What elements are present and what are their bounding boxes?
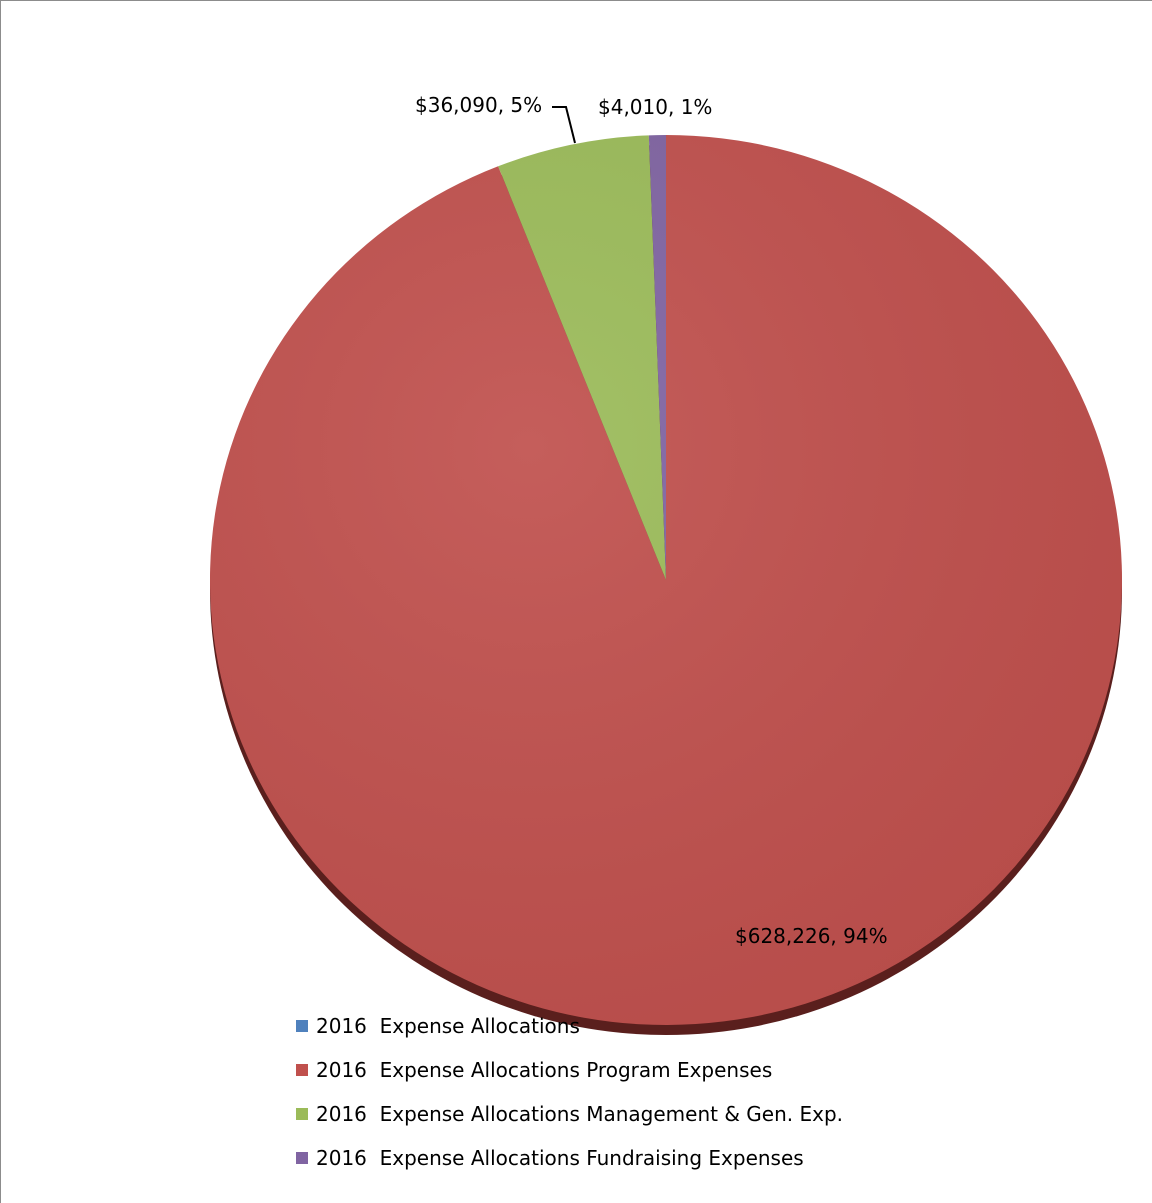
legend-swatch-red [296, 1064, 308, 1076]
legend-label: 2016 Expense Allocations [316, 1014, 580, 1038]
legend-label: 2016 Expense Allocations Program Expense… [316, 1058, 773, 1082]
pie-data-labels: $628,226, 94% $36,090, 5% $4,010, 1% [415, 93, 888, 948]
legend-label: 2016 Expense Allocations Management & Ge… [316, 1102, 843, 1126]
legend-swatch-blue [296, 1020, 308, 1032]
pie-slices [209, 135, 1122, 1025]
data-label-program: $628,226, 94% [735, 924, 888, 948]
legend-item-fundraising-expenses: 2016 Expense Allocations Fundraising Exp… [296, 1146, 843, 1170]
legend-label: 2016 Expense Allocations Fundraising Exp… [316, 1146, 804, 1170]
pie-shading-overlay [210, 135, 1122, 1025]
data-label-management: $36,090, 5% [415, 93, 542, 117]
leader-line-management [552, 106, 576, 144]
legend-swatch-green [296, 1108, 308, 1120]
legend-swatch-purple [296, 1152, 308, 1164]
legend: 2016 Expense Allocations 2016 Expense Al… [296, 1014, 843, 1190]
legend-item-program-expenses: 2016 Expense Allocations Program Expense… [296, 1058, 843, 1082]
legend-item-expense-allocations: 2016 Expense Allocations [296, 1014, 843, 1038]
data-label-fundraising: $4,010, 1% [598, 95, 712, 119]
legend-item-management-gen-exp: 2016 Expense Allocations Management & Ge… [296, 1102, 843, 1126]
